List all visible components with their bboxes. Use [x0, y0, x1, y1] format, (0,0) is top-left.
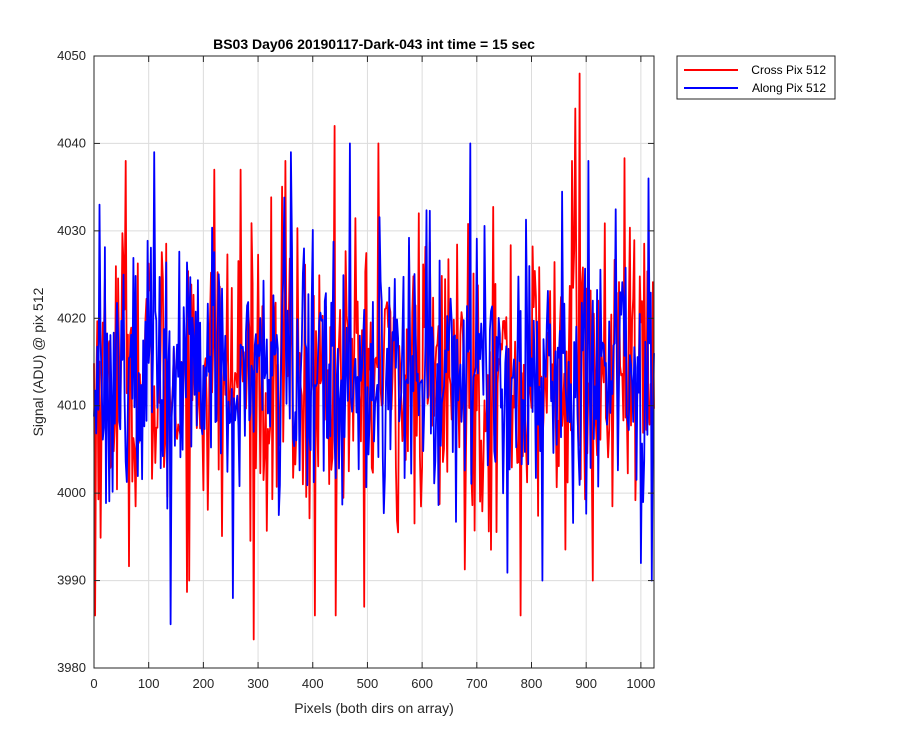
y-tick-label: 4000	[57, 485, 86, 500]
x-tick-label: 400	[302, 676, 324, 691]
legend-box	[676, 55, 836, 100]
y-tick-label: 4040	[57, 135, 86, 150]
x-tick-label: 900	[575, 676, 597, 691]
x-tick-label: 100	[138, 676, 160, 691]
x-tick-label: 800	[521, 676, 543, 691]
legend-label-cross: Cross Pix 512	[751, 63, 826, 77]
x-tick-label: 600	[411, 676, 433, 691]
plot-frame	[93, 55, 655, 669]
legend: Cross Pix 512 Along Pix 512	[676, 55, 836, 100]
axis-ticks: 0 100 200 300 400 500 600 700 800 900 1000 3980 3990…	[57, 48, 655, 691]
y-tick-label: 3990	[57, 573, 86, 588]
x-tick-label: 200	[193, 676, 215, 691]
series-line-along	[93, 142, 655, 626]
x-tick-label: 0	[90, 676, 97, 691]
chart-title: BS03 Day06 20190117-Dark-043 int time = …	[213, 36, 535, 52]
y-tick-label: 4020	[57, 310, 86, 325]
x-tick-label: 1000	[626, 676, 655, 691]
x-axis-label: Pixels (both dirs on array)	[294, 700, 454, 716]
y-tick-label: 3980	[57, 660, 86, 675]
x-tick-label: 300	[247, 676, 269, 691]
series-group	[93, 72, 655, 641]
legend-label-along: Along Pix 512	[752, 81, 826, 95]
y-tick-label: 4010	[57, 398, 86, 413]
x-tick-label: 700	[466, 676, 488, 691]
x-tick-label: 500	[357, 676, 379, 691]
y-axis-label: Signal (ADU) @ pix 512	[30, 287, 46, 436]
y-tick-label: 4030	[57, 223, 86, 238]
y-tick-label: 4050	[57, 48, 86, 63]
